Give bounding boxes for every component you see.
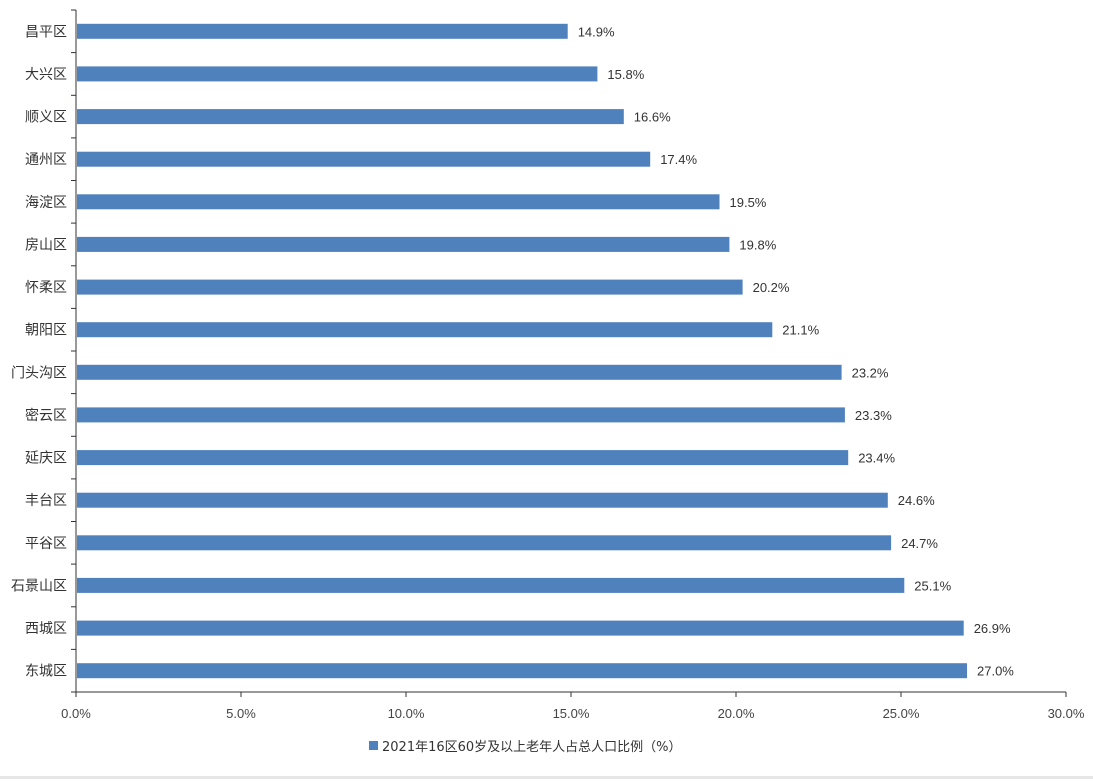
category-label: 东城区 bbox=[25, 664, 67, 680]
x-tick-label: 30.0% bbox=[1048, 706, 1085, 721]
data-label: 21.1% bbox=[782, 323, 819, 338]
data-label: 17.4% bbox=[660, 152, 697, 167]
legend-swatch bbox=[369, 741, 378, 750]
category-label: 石景山区 bbox=[11, 578, 67, 594]
data-label: 23.2% bbox=[852, 365, 889, 380]
category-label: 延庆区 bbox=[25, 451, 67, 467]
bar bbox=[77, 407, 845, 423]
legend-label: 2021年16区60岁及以上老年人占总人口比例（%） bbox=[382, 740, 682, 755]
x-tick-label: 10.0% bbox=[388, 706, 425, 721]
data-label: 26.9% bbox=[974, 621, 1011, 636]
bar bbox=[77, 535, 892, 551]
bar bbox=[77, 322, 773, 338]
bar bbox=[77, 194, 720, 210]
data-label: 24.6% bbox=[898, 493, 935, 508]
data-label: 27.0% bbox=[977, 664, 1014, 679]
category-label: 昌平区 bbox=[25, 24, 67, 40]
bar bbox=[77, 279, 743, 295]
data-label: 14.9% bbox=[578, 24, 615, 39]
category-label: 西城区 bbox=[25, 621, 67, 637]
bar bbox=[77, 620, 964, 636]
category-label: 顺义区 bbox=[25, 110, 67, 126]
bar bbox=[77, 577, 905, 593]
x-tick-label: 0.0% bbox=[61, 706, 91, 721]
x-tick-label: 20.0% bbox=[718, 706, 755, 721]
category-label: 平谷区 bbox=[25, 536, 67, 552]
bar bbox=[77, 492, 888, 508]
bar bbox=[77, 364, 842, 380]
category-label: 丰台区 bbox=[25, 493, 67, 509]
bars-layer bbox=[77, 23, 967, 679]
category-label: 门头沟区 bbox=[11, 365, 67, 381]
data-label: 16.6% bbox=[634, 110, 671, 125]
data-label: 24.7% bbox=[901, 536, 938, 551]
bar bbox=[77, 151, 651, 167]
x-tick-label: 15.0% bbox=[553, 706, 590, 721]
data-label: 20.2% bbox=[753, 280, 790, 295]
data-label: 19.5% bbox=[730, 195, 767, 210]
bar bbox=[77, 450, 849, 466]
bar bbox=[77, 236, 730, 252]
data-label: 19.8% bbox=[739, 237, 776, 252]
bar bbox=[77, 109, 624, 125]
category-label: 密云区 bbox=[25, 407, 67, 424]
category-label: 怀柔区 bbox=[25, 280, 67, 296]
x-tick-label: 25.0% bbox=[883, 706, 920, 721]
data-label: 25.1% bbox=[914, 578, 951, 593]
bar bbox=[77, 66, 598, 82]
category-label: 大兴区 bbox=[25, 67, 67, 83]
labels-layer: 昌平区 14.9% 大兴区 15.8% 顺义区 16.6% 通州区 17.4% 海淀区 19.5%… bbox=[11, 24, 1014, 679]
bottom-divider bbox=[0, 776, 1093, 779]
axes-layer: 0.0% 5.0% 10.0% 15.0% 20.0% 25.0% 30.0% bbox=[61, 9, 1085, 721]
legend: 2021年16区60岁及以上老年人占总人口比例（%） bbox=[369, 740, 682, 755]
data-label: 23.3% bbox=[855, 408, 892, 423]
data-label: 15.8% bbox=[607, 67, 644, 82]
category-label: 海淀区 bbox=[25, 195, 67, 211]
category-label: 通州区 bbox=[25, 152, 67, 168]
data-label: 23.4% bbox=[858, 451, 895, 466]
bar bbox=[77, 23, 568, 39]
x-tick-label: 5.0% bbox=[226, 706, 256, 721]
category-label: 朝阳区 bbox=[25, 323, 67, 339]
bar bbox=[77, 663, 967, 679]
category-label: 房山区 bbox=[25, 237, 67, 253]
